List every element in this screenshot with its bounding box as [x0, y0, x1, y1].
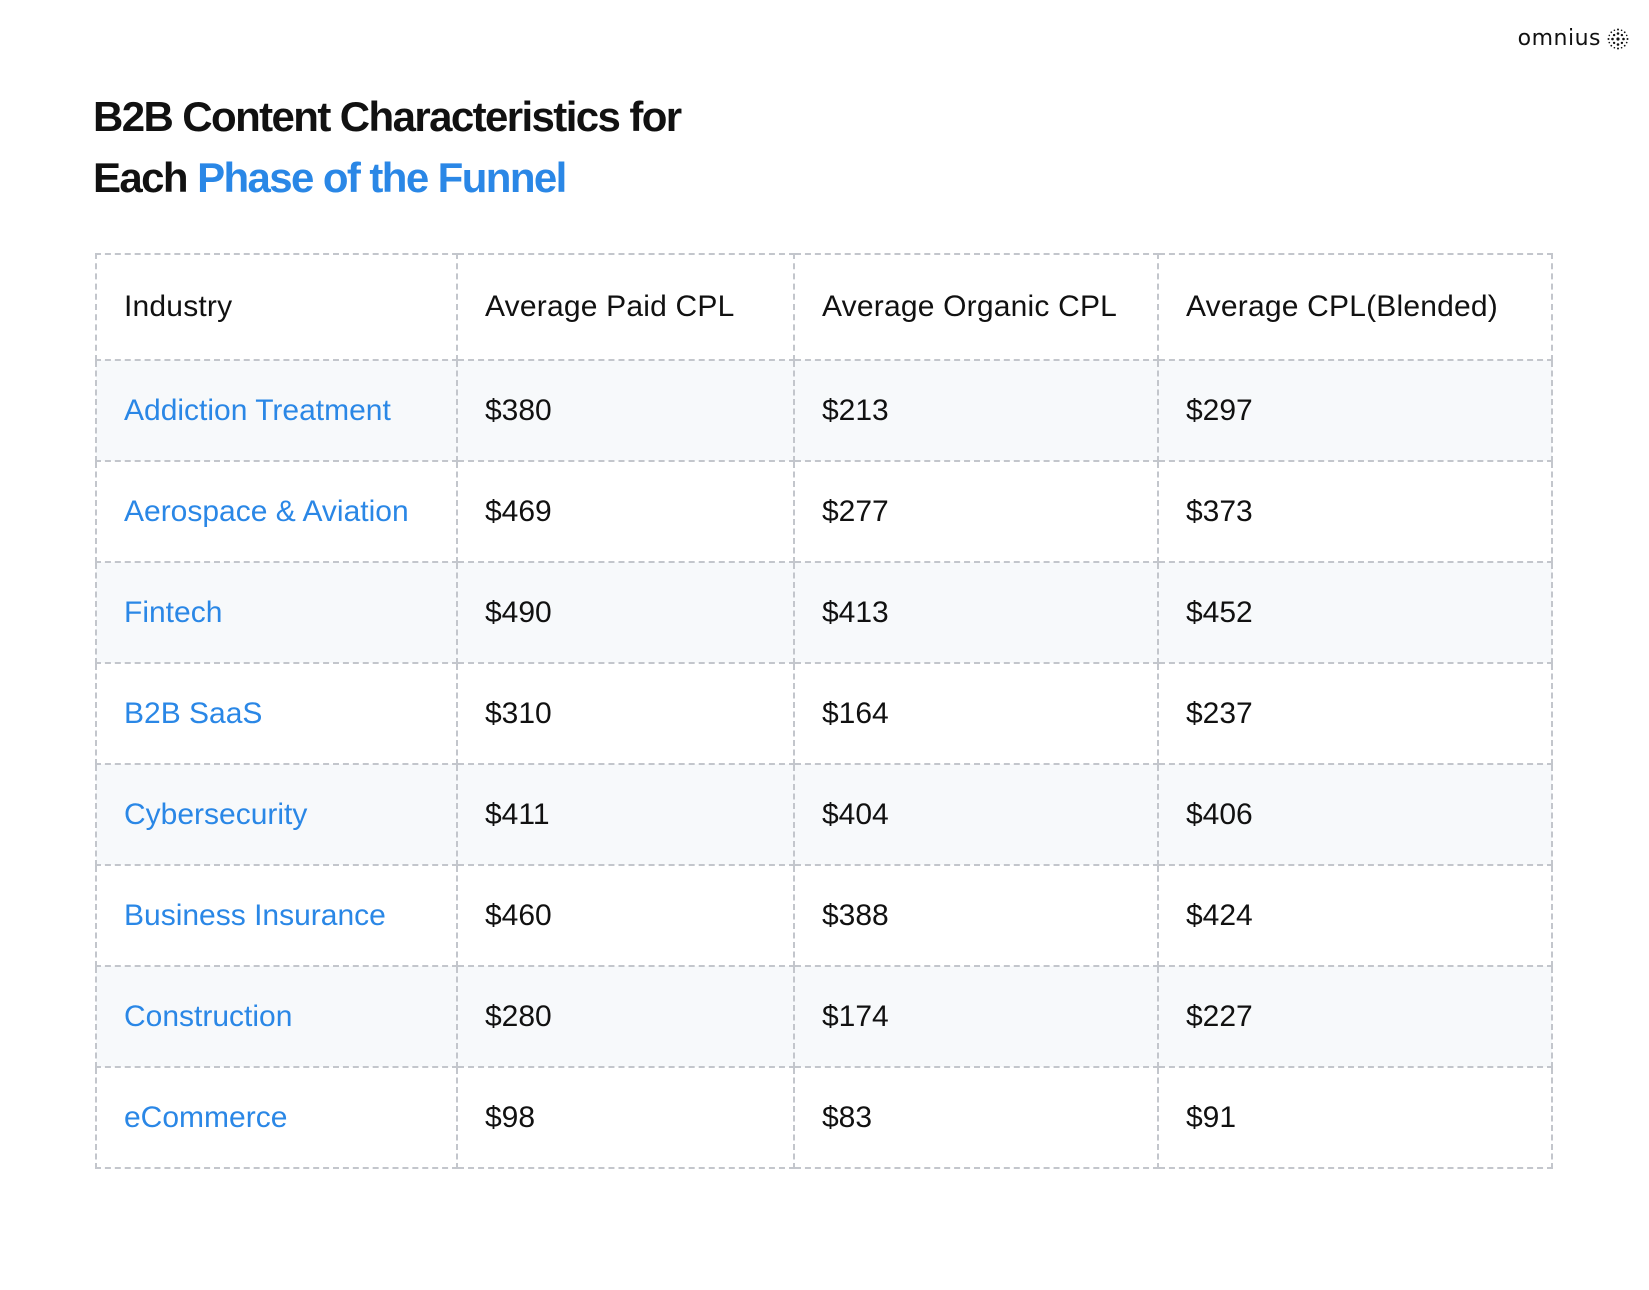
cpl-table: Industry Average Paid CPL Average Organi…	[95, 253, 1553, 1169]
organic-cpl-cell: $413	[793, 561, 1159, 664]
page-title-line1: B2B Content Characteristics for	[93, 93, 682, 140]
industry-cell[interactable]: Aerospace & Aviation	[95, 460, 458, 563]
organic-cpl-cell: $174	[793, 965, 1159, 1068]
organic-cpl-cell: $277	[793, 460, 1159, 563]
industry-cell[interactable]: Fintech	[95, 561, 458, 664]
header-organic-cpl: Average Organic CPL	[793, 253, 1159, 361]
paid-cpl-cell: $310	[456, 662, 795, 765]
blended-cpl-cell: $297	[1157, 359, 1553, 462]
organic-cpl-cell: $213	[793, 359, 1159, 462]
organic-cpl-cell: $83	[793, 1066, 1159, 1169]
table-row: Cybersecurity $411 $404 $406	[95, 763, 1553, 866]
industry-cell[interactable]: B2B SaaS	[95, 662, 458, 765]
table-row: Construction $280 $174 $227	[95, 965, 1553, 1068]
organic-cpl-cell: $388	[793, 864, 1159, 967]
paid-cpl-cell: $280	[456, 965, 795, 1068]
paid-cpl-cell: $460	[456, 864, 795, 967]
header-industry: Industry	[95, 253, 458, 361]
table-row: Business Insurance $460 $388 $424	[95, 864, 1553, 967]
starburst-logo-icon	[1607, 28, 1629, 49]
paid-cpl-cell: $469	[456, 460, 795, 563]
table-row: Addiction Treatment $380 $213 $297	[95, 359, 1553, 462]
table-row: eCommerce $98 $83 $91	[95, 1066, 1553, 1169]
industry-cell[interactable]: eCommerce	[95, 1066, 458, 1169]
blended-cpl-cell: $91	[1157, 1066, 1553, 1169]
page-title-line2-prefix: Each	[93, 154, 198, 201]
page-title: B2B Content Characteristics for Each Pha…	[93, 86, 682, 208]
table-row: Aerospace & Aviation $469 $277 $373	[95, 460, 1553, 563]
table-row: B2B SaaS $310 $164 $237	[95, 662, 1553, 765]
organic-cpl-cell: $164	[793, 662, 1159, 765]
organic-cpl-cell: $404	[793, 763, 1159, 866]
blended-cpl-cell: $373	[1157, 460, 1553, 563]
cpl-table-container: Industry Average Paid CPL Average Organi…	[95, 253, 1553, 1169]
industry-cell[interactable]: Cybersecurity	[95, 763, 458, 866]
industry-cell[interactable]: Construction	[95, 965, 458, 1068]
paid-cpl-cell: $411	[456, 763, 795, 866]
blended-cpl-cell: $227	[1157, 965, 1553, 1068]
paid-cpl-cell: $490	[456, 561, 795, 664]
paid-cpl-cell: $380	[456, 359, 795, 462]
industry-cell[interactable]: Addiction Treatment	[95, 359, 458, 462]
brand-logo: omnius	[1518, 26, 1629, 51]
page-title-accent: Phase of the Funnel	[197, 154, 567, 201]
brand-name: omnius	[1517, 26, 1601, 51]
blended-cpl-cell: $237	[1157, 662, 1553, 765]
header-paid-cpl: Average Paid CPL	[456, 253, 795, 361]
table-row: Fintech $490 $413 $452	[95, 561, 1553, 664]
header-blended-cpl: Average CPL(Blended)	[1157, 253, 1553, 361]
paid-cpl-cell: $98	[456, 1066, 795, 1169]
blended-cpl-cell: $424	[1157, 864, 1553, 967]
industry-cell[interactable]: Business Insurance	[95, 864, 458, 967]
blended-cpl-cell: $406	[1157, 763, 1553, 866]
blended-cpl-cell: $452	[1157, 561, 1553, 664]
table-header-row: Industry Average Paid CPL Average Organi…	[95, 253, 1553, 361]
